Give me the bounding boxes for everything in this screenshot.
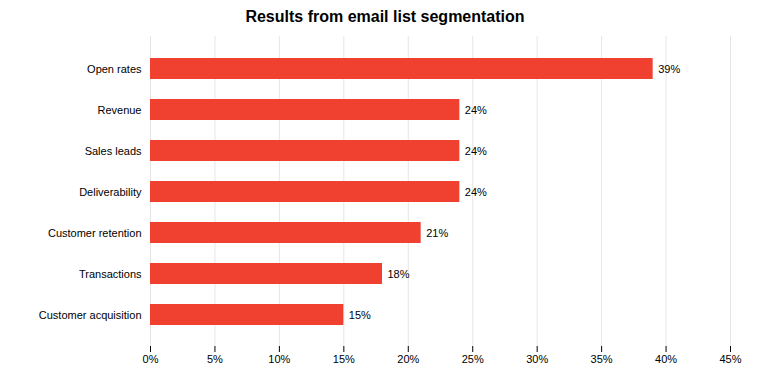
svg-text:0%: 0% [143, 353, 159, 365]
svg-text:25%: 25% [462, 353, 484, 365]
svg-text:24%: 24% [465, 104, 487, 116]
svg-text:Open rates: Open rates [87, 63, 142, 75]
svg-text:10%: 10% [268, 353, 290, 365]
svg-text:15%: 15% [349, 309, 371, 321]
svg-text:Deliverability: Deliverability [79, 186, 142, 198]
svg-text:45%: 45% [719, 353, 741, 365]
svg-text:24%: 24% [465, 186, 487, 198]
svg-text:39%: 39% [658, 63, 680, 75]
svg-text:Sales leads: Sales leads [85, 145, 142, 157]
svg-text:40%: 40% [655, 353, 677, 365]
svg-text:Customer acquisition: Customer acquisition [39, 309, 142, 321]
svg-text:20%: 20% [397, 353, 419, 365]
svg-text:Revenue: Revenue [97, 104, 141, 116]
html-text:Results from email list segmen: Results from email list segmentation [245, 8, 525, 25]
svg-text:35%: 35% [591, 353, 613, 365]
svg-text:Customer retention: Customer retention [48, 227, 142, 239]
svg-text:15%: 15% [333, 353, 355, 365]
svg-text:24%: 24% [465, 145, 487, 157]
svg-text:21%: 21% [426, 227, 448, 239]
svg-text:18%: 18% [388, 268, 410, 280]
svg-text:5%: 5% [207, 353, 223, 365]
svg-text:Transactions: Transactions [79, 268, 142, 280]
svg-text:30%: 30% [526, 353, 548, 365]
